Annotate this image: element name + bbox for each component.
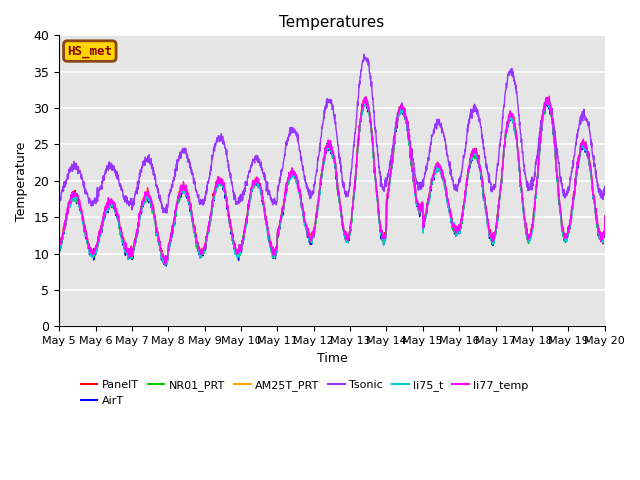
AM25T_PRT: [113, 212, 121, 217]
Title: Temperatures: Temperatures: [279, 15, 385, 30]
Tsonic: [55, 199, 63, 204]
li75_t: [55, 244, 63, 250]
PanelT: [559, 225, 566, 230]
li77_temp: [637, 213, 640, 218]
Tsonic: [629, 187, 637, 192]
AM25T_PRT: [629, 209, 637, 215]
Legend: PanelT, AirT, NR01_PRT, AM25T_PRT, Tsonic, li75_t, li77_temp: PanelT, AirT, NR01_PRT, AM25T_PRT, Tsoni…: [76, 375, 533, 410]
Line: Tsonic: Tsonic: [59, 54, 640, 213]
AirT: [163, 263, 170, 269]
AirT: [239, 240, 247, 246]
Tsonic: [386, 161, 394, 167]
li77_temp: [525, 233, 533, 239]
PanelT: [637, 214, 640, 219]
Tsonic: [239, 189, 247, 194]
AM25T_PRT: [239, 236, 247, 241]
NR01_PRT: [161, 263, 169, 268]
NR01_PRT: [629, 212, 637, 217]
NR01_PRT: [362, 95, 370, 101]
li75_t: [161, 263, 169, 268]
li77_temp: [239, 235, 247, 241]
PanelT: [386, 176, 394, 181]
Line: AM25T_PRT: AM25T_PRT: [59, 96, 640, 263]
PanelT: [361, 95, 369, 100]
PanelT: [55, 244, 63, 250]
AirT: [543, 95, 551, 100]
AirT: [55, 247, 63, 252]
li75_t: [637, 217, 640, 223]
Tsonic: [526, 185, 534, 191]
Tsonic: [559, 190, 566, 195]
AM25T_PRT: [637, 213, 640, 218]
li77_temp: [385, 181, 393, 187]
Text: HS_met: HS_met: [67, 45, 113, 58]
li77_temp: [559, 223, 566, 229]
Tsonic: [163, 210, 171, 216]
PanelT: [239, 236, 247, 241]
PanelT: [161, 262, 169, 268]
Line: AirT: AirT: [59, 97, 640, 266]
li75_t: [386, 179, 394, 184]
li77_temp: [161, 262, 169, 267]
NR01_PRT: [526, 234, 534, 240]
AM25T_PRT: [161, 260, 169, 265]
PanelT: [526, 234, 534, 240]
AM25T_PRT: [362, 94, 369, 99]
li75_t: [526, 235, 534, 241]
li75_t: [113, 215, 121, 220]
li77_temp: [113, 211, 121, 217]
li77_temp: [55, 241, 63, 247]
Line: NR01_PRT: NR01_PRT: [59, 98, 640, 265]
li77_temp: [629, 209, 637, 215]
PanelT: [629, 210, 637, 216]
Tsonic: [113, 176, 121, 181]
AirT: [113, 215, 121, 220]
li75_t: [362, 95, 369, 101]
li75_t: [559, 229, 566, 235]
AM25T_PRT: [526, 233, 534, 239]
AM25T_PRT: [559, 228, 566, 233]
NR01_PRT: [239, 237, 247, 243]
li75_t: [629, 210, 637, 216]
AirT: [385, 185, 393, 191]
AirT: [525, 235, 533, 241]
NR01_PRT: [55, 245, 63, 251]
Line: PanelT: PanelT: [59, 97, 640, 265]
Line: li75_t: li75_t: [59, 98, 640, 265]
Tsonic: [360, 51, 368, 57]
AirT: [629, 212, 637, 218]
NR01_PRT: [386, 179, 394, 185]
Line: li77_temp: li77_temp: [59, 96, 640, 264]
NR01_PRT: [113, 213, 121, 219]
NR01_PRT: [559, 228, 566, 234]
PanelT: [113, 213, 121, 219]
AM25T_PRT: [386, 178, 394, 183]
AirT: [637, 216, 640, 221]
X-axis label: Time: Time: [317, 352, 348, 365]
li75_t: [239, 238, 247, 244]
NR01_PRT: [637, 214, 640, 219]
AM25T_PRT: [55, 243, 63, 249]
Y-axis label: Temperature: Temperature: [15, 141, 28, 220]
AirT: [559, 228, 566, 233]
Tsonic: [637, 190, 640, 195]
li77_temp: [545, 93, 553, 99]
